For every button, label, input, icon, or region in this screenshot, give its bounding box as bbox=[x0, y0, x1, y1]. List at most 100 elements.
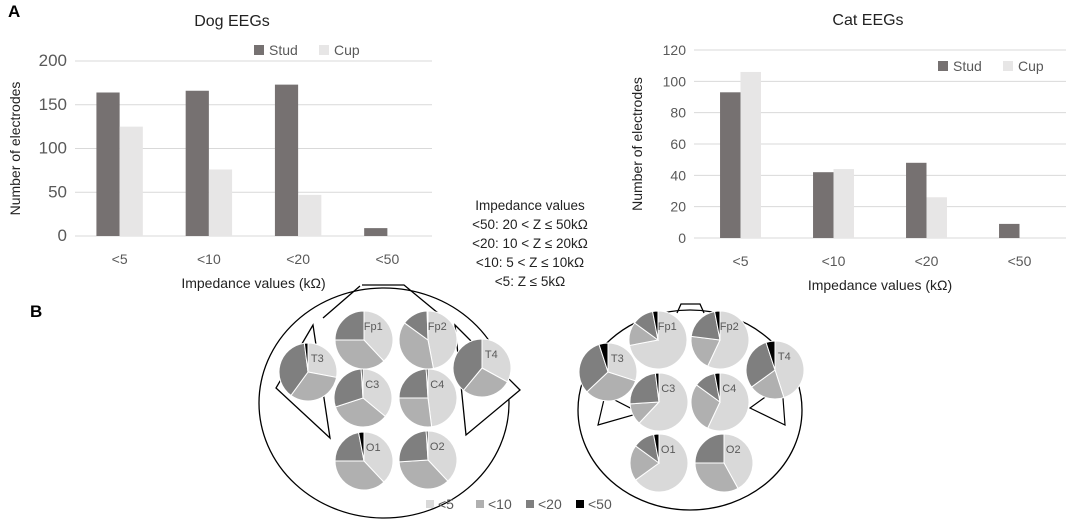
pie-legend-label: <10 bbox=[488, 496, 512, 512]
pie-legend-label: <50 bbox=[588, 496, 612, 512]
dog-legend-swatch bbox=[254, 45, 264, 55]
cat-pie-slice-lt5 bbox=[706, 310, 750, 370]
dog-pie-slice-lt50 bbox=[357, 431, 365, 462]
cat-bar-cup bbox=[740, 71, 761, 238]
cat-pie-slice-lt20 bbox=[578, 343, 609, 393]
dog-bar-cup bbox=[119, 126, 143, 236]
dog-pie-slice-lt20 bbox=[334, 310, 365, 341]
dog-ytick-label: 50 bbox=[48, 182, 67, 201]
dog-pie-slice-lt10 bbox=[290, 371, 338, 402]
cat-pie-slice-lt20 bbox=[690, 310, 721, 341]
cat-bar-stud bbox=[720, 92, 741, 238]
cat-pie-slice-lt50 bbox=[598, 342, 609, 373]
dog-legend-label: Stud bbox=[269, 42, 298, 58]
cat-xtick-label: <50 bbox=[1008, 253, 1032, 269]
cat-pie-slice-lt10 bbox=[750, 369, 785, 400]
cat-pie-slice-lt10 bbox=[629, 401, 661, 424]
dog-ytick-label: 0 bbox=[58, 226, 67, 245]
dog-pie-c3: C3 bbox=[333, 368, 393, 428]
dog-pie-o2: O2 bbox=[398, 430, 458, 490]
cat-bar-cup bbox=[926, 197, 947, 238]
dog-pie-slice-lt10 bbox=[334, 460, 385, 491]
dog-pie-slice-lt5 bbox=[307, 342, 338, 379]
cat-pie-slice-lt50 bbox=[651, 310, 659, 341]
dog-ytick-label: 100 bbox=[39, 139, 67, 158]
dog-pie-slice-lt20 bbox=[403, 310, 429, 342]
cat-bar-cup bbox=[833, 169, 854, 238]
cat-pie-slice-lt20 bbox=[634, 433, 660, 465]
dog-pie-slice-lt10 bbox=[334, 339, 385, 370]
cat-bar-stud bbox=[906, 162, 927, 238]
cat-pie-slice-lt5 bbox=[628, 310, 688, 370]
cat-pie-slice-lt5 bbox=[774, 340, 805, 399]
pie-legend-swatch bbox=[476, 500, 484, 508]
dog-electrode-label: O2 bbox=[430, 441, 445, 453]
cat-pie-slice-lt10 bbox=[586, 371, 637, 402]
cat-head-outline bbox=[577, 309, 803, 511]
cat-bar-stud bbox=[999, 223, 1020, 238]
dog-title: Dog EEGs bbox=[194, 13, 270, 30]
dog-electrode-label: T4 bbox=[485, 349, 498, 361]
dog-legend-swatch bbox=[319, 45, 329, 55]
cat-ytick-label: 60 bbox=[670, 136, 686, 152]
dog-pie-slice-lt5 bbox=[481, 338, 512, 383]
dog-pie-slice-lt20 bbox=[398, 430, 429, 463]
impedance-note: Impedance values <50: 20 < Z ≤ 50kΩ <20:… bbox=[440, 196, 620, 291]
cat-pie-fp2: Fp2 bbox=[690, 310, 750, 370]
cat-title: Cat EEGs bbox=[832, 12, 903, 29]
dog-pie-slice-lt50 bbox=[425, 430, 429, 461]
cat-legend-swatch bbox=[938, 61, 948, 71]
dog-pie-slice-lt20 bbox=[334, 431, 365, 462]
cat-pie-slice-lt10 bbox=[694, 462, 739, 493]
cat-electrode-label: Fp1 bbox=[658, 321, 677, 333]
cat-ytick-label: 100 bbox=[663, 73, 687, 89]
dog-pie-slice-lt20 bbox=[278, 342, 309, 397]
dog-xtick-label: <50 bbox=[376, 251, 400, 267]
cat-pie-fp1: Fp1 bbox=[628, 310, 688, 370]
dog-electrode-label: C4 bbox=[430, 379, 444, 391]
dog-bar-chart: Dog EEGs 0 50 100 150 200 <5 <10 <20 <50 Impedance… bbox=[7, 13, 432, 291]
cat-xlabel: Impedance values (kΩ) bbox=[808, 277, 952, 293]
dog-pie-slice-lt10 bbox=[398, 397, 433, 428]
cat-pie-slice-lt50 bbox=[713, 372, 721, 403]
cat-bar-chart: Cat EEGs 0 20 40 60 80 100 120 <5 <10 <20 <50 Impeda… bbox=[629, 12, 1066, 293]
cat-pie-slice-lt5 bbox=[607, 342, 638, 382]
impedance-note-line: <50: 20 < Z ≤ 50kΩ bbox=[472, 217, 588, 232]
cat-ytick-label: 80 bbox=[670, 105, 686, 121]
cat-left-ear bbox=[597, 394, 642, 426]
cat-ytick-label: 20 bbox=[670, 199, 686, 215]
cat-electrode-label: T4 bbox=[778, 351, 791, 363]
cat-pie-slice-lt10 bbox=[690, 335, 721, 367]
cat-ylabel: Number of electrodes bbox=[629, 77, 645, 211]
panel-label-b: B bbox=[30, 302, 43, 321]
cat-electrode-label: O2 bbox=[726, 444, 741, 456]
panel-label-a: A bbox=[8, 2, 21, 21]
dog-pie-t4: T4 bbox=[452, 338, 512, 398]
cat-xtick-label: <5 bbox=[733, 253, 749, 269]
dog-pie-slice-lt20 bbox=[333, 368, 364, 408]
dog-right-ear bbox=[454, 323, 521, 437]
cat-head-nose bbox=[676, 303, 705, 314]
cat-pie-slice-lt20 bbox=[745, 341, 776, 388]
cat-pie-slice-lt5 bbox=[706, 372, 750, 432]
cat-pie-slice-lt20 bbox=[694, 433, 725, 464]
pie-legend-label: <20 bbox=[538, 496, 562, 512]
cat-legend-swatch bbox=[1003, 61, 1013, 71]
dog-pie-slice-lt50 bbox=[303, 342, 309, 373]
dog-bar-cup bbox=[298, 194, 322, 236]
cat-pie-slice-lt20 bbox=[629, 372, 660, 405]
dog-pie-o1: O1 bbox=[334, 431, 394, 491]
dog-ytick-label: 150 bbox=[39, 95, 67, 114]
cat-pie-slice-lt10 bbox=[628, 322, 660, 347]
dog-electrode-label: C3 bbox=[365, 379, 379, 391]
cat-pie-slice-lt50 bbox=[713, 310, 721, 341]
impedance-note-line: <20: 10 < Z ≤ 20kΩ bbox=[472, 236, 588, 251]
pie-legend-swatch bbox=[526, 500, 534, 508]
cat-electrode-label: Fp2 bbox=[720, 321, 739, 333]
dog-xtick-label: <5 bbox=[112, 251, 128, 267]
cat-pie-slice-lt5 bbox=[634, 433, 689, 493]
dog-pie-c4: C4 bbox=[398, 368, 458, 428]
cat-ytick-label: 0 bbox=[678, 230, 686, 246]
cat-pie-slice-lt10 bbox=[629, 445, 660, 481]
dog-electrode-label: Fp2 bbox=[428, 321, 447, 333]
